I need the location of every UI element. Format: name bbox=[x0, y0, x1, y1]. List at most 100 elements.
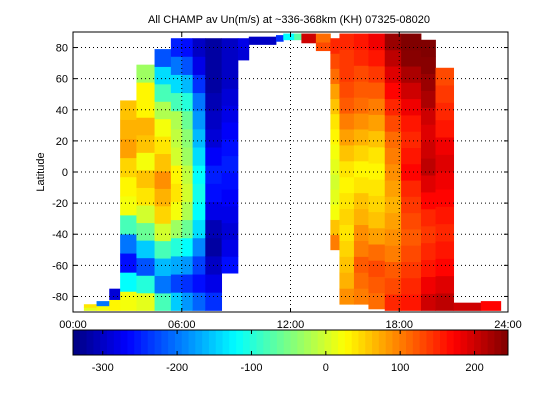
colorbar-segment bbox=[147, 330, 156, 355]
colorbar-segment bbox=[406, 330, 414, 355]
heatmap-cell bbox=[136, 82, 155, 101]
heatmap-cell bbox=[368, 65, 386, 83]
heatmap-cell bbox=[221, 155, 239, 173]
heatmap-cell bbox=[384, 294, 402, 311]
heatmap-cell bbox=[120, 214, 137, 235]
heatmap-cell bbox=[384, 131, 402, 148]
heatmap-cell bbox=[154, 83, 172, 102]
heatmap-cell bbox=[170, 237, 183, 257]
heatmap-cell bbox=[192, 128, 206, 148]
heatmap-cell bbox=[248, 36, 277, 45]
heatmap-cell bbox=[120, 291, 137, 311]
y-tick-label: -40 bbox=[52, 229, 68, 241]
chart-title: All CHAMP av Un(m/s) at ~336-368km (KH) … bbox=[148, 14, 430, 26]
heatmap-cell bbox=[435, 275, 455, 294]
heatmap-cell bbox=[368, 114, 386, 132]
heatmap-cell bbox=[170, 92, 183, 112]
heatmap-cell bbox=[170, 274, 183, 293]
heatmap-cell bbox=[401, 229, 422, 246]
heatmap-cell bbox=[339, 97, 355, 114]
heatmap-cell bbox=[353, 192, 369, 210]
heatmap-cell bbox=[401, 261, 422, 279]
heatmap-cell bbox=[421, 192, 436, 210]
heatmap-cell bbox=[154, 223, 172, 242]
colorbar-segment bbox=[181, 330, 190, 355]
colorbar-segment bbox=[412, 330, 421, 355]
heatmap-cell bbox=[384, 180, 402, 197]
heatmap-cell bbox=[205, 74, 223, 94]
heatmap-cell bbox=[221, 88, 239, 106]
heatmap-cell bbox=[205, 219, 223, 239]
heatmap-cell bbox=[181, 219, 194, 239]
heatmap-cell bbox=[192, 201, 206, 221]
colorbar-segment bbox=[474, 330, 482, 355]
heatmap-cell bbox=[401, 131, 422, 148]
colorbar-axis: -300 -200 -100 0 100 200 bbox=[92, 330, 484, 374]
colorbar-segment bbox=[480, 330, 489, 355]
heatmap-cell bbox=[192, 38, 206, 57]
heatmap-cell bbox=[154, 118, 172, 137]
heatmap-cell bbox=[96, 305, 110, 311]
heatmap-cell bbox=[170, 292, 183, 311]
heatmap-cell bbox=[221, 122, 239, 140]
colorbar-segment bbox=[93, 330, 101, 355]
colorbar-segment bbox=[215, 330, 224, 355]
heatmap-cell bbox=[170, 38, 183, 57]
heatmap-cell bbox=[170, 110, 183, 130]
heatmap-cell bbox=[330, 98, 340, 115]
heatmap-cell bbox=[339, 208, 355, 226]
colorbar-segment bbox=[208, 330, 217, 355]
y-axis-label: Latitude bbox=[35, 152, 47, 191]
heatmap-cell bbox=[339, 160, 355, 178]
heatmap-cell bbox=[181, 256, 194, 275]
heatmap-cell bbox=[181, 92, 194, 112]
heatmap-cell bbox=[384, 277, 402, 295]
heatmap-cell bbox=[339, 176, 355, 194]
y-tick-label: -80 bbox=[52, 291, 68, 303]
colorbar-segment bbox=[501, 330, 509, 355]
heatmap-cell bbox=[435, 137, 455, 155]
heatmap-cell bbox=[181, 237, 194, 257]
heatmap-cell bbox=[205, 183, 223, 202]
colorbar-segment bbox=[73, 330, 81, 355]
heatmap-cell bbox=[301, 33, 317, 44]
heatmap-cell bbox=[192, 74, 206, 94]
colorbar-tick-label: 200 bbox=[465, 362, 483, 374]
heatmap-cell bbox=[384, 245, 402, 262]
heatmap-cell bbox=[384, 98, 402, 116]
heatmap-cells bbox=[83, 33, 502, 311]
colorbar-segment bbox=[378, 330, 387, 355]
colorbar-segment bbox=[460, 330, 468, 355]
y-tick-label: -60 bbox=[52, 260, 68, 272]
colorbar-segment bbox=[365, 330, 373, 355]
heatmap-cell bbox=[368, 98, 386, 115]
heatmap-cell bbox=[221, 222, 239, 240]
y-axis: -80 -60 -40 -20 0 20 40 60 80 bbox=[52, 43, 508, 303]
heatmap-cell bbox=[221, 239, 239, 257]
x-tick-label: 18:00 bbox=[385, 319, 413, 331]
heatmap-cell bbox=[435, 206, 455, 225]
colorbar-segment bbox=[426, 330, 434, 355]
colorbar-segment bbox=[372, 330, 380, 355]
colorbar-segment bbox=[338, 330, 346, 355]
heatmap-cell bbox=[315, 42, 331, 52]
heatmap-cell bbox=[353, 113, 369, 130]
heatmap-cell bbox=[205, 56, 223, 75]
heatmap-cell bbox=[181, 38, 194, 57]
colorbar-segment bbox=[202, 330, 210, 355]
heatmap-cell bbox=[353, 33, 369, 50]
heatmap-cell bbox=[120, 157, 137, 178]
heatmap-cell bbox=[353, 65, 369, 82]
heatmap-cell bbox=[353, 160, 369, 178]
colorbar-segment bbox=[249, 330, 258, 355]
heatmap-cell bbox=[401, 66, 422, 83]
colorbar-segment bbox=[229, 330, 237, 355]
heatmap-cell bbox=[368, 130, 386, 148]
colorbar-segment bbox=[487, 330, 495, 355]
heatmap-cell bbox=[120, 119, 137, 140]
heatmap-cell bbox=[136, 187, 155, 206]
heatmap-cell bbox=[136, 117, 155, 136]
heatmap-cell bbox=[384, 33, 402, 51]
heatmap-cell bbox=[221, 105, 239, 123]
